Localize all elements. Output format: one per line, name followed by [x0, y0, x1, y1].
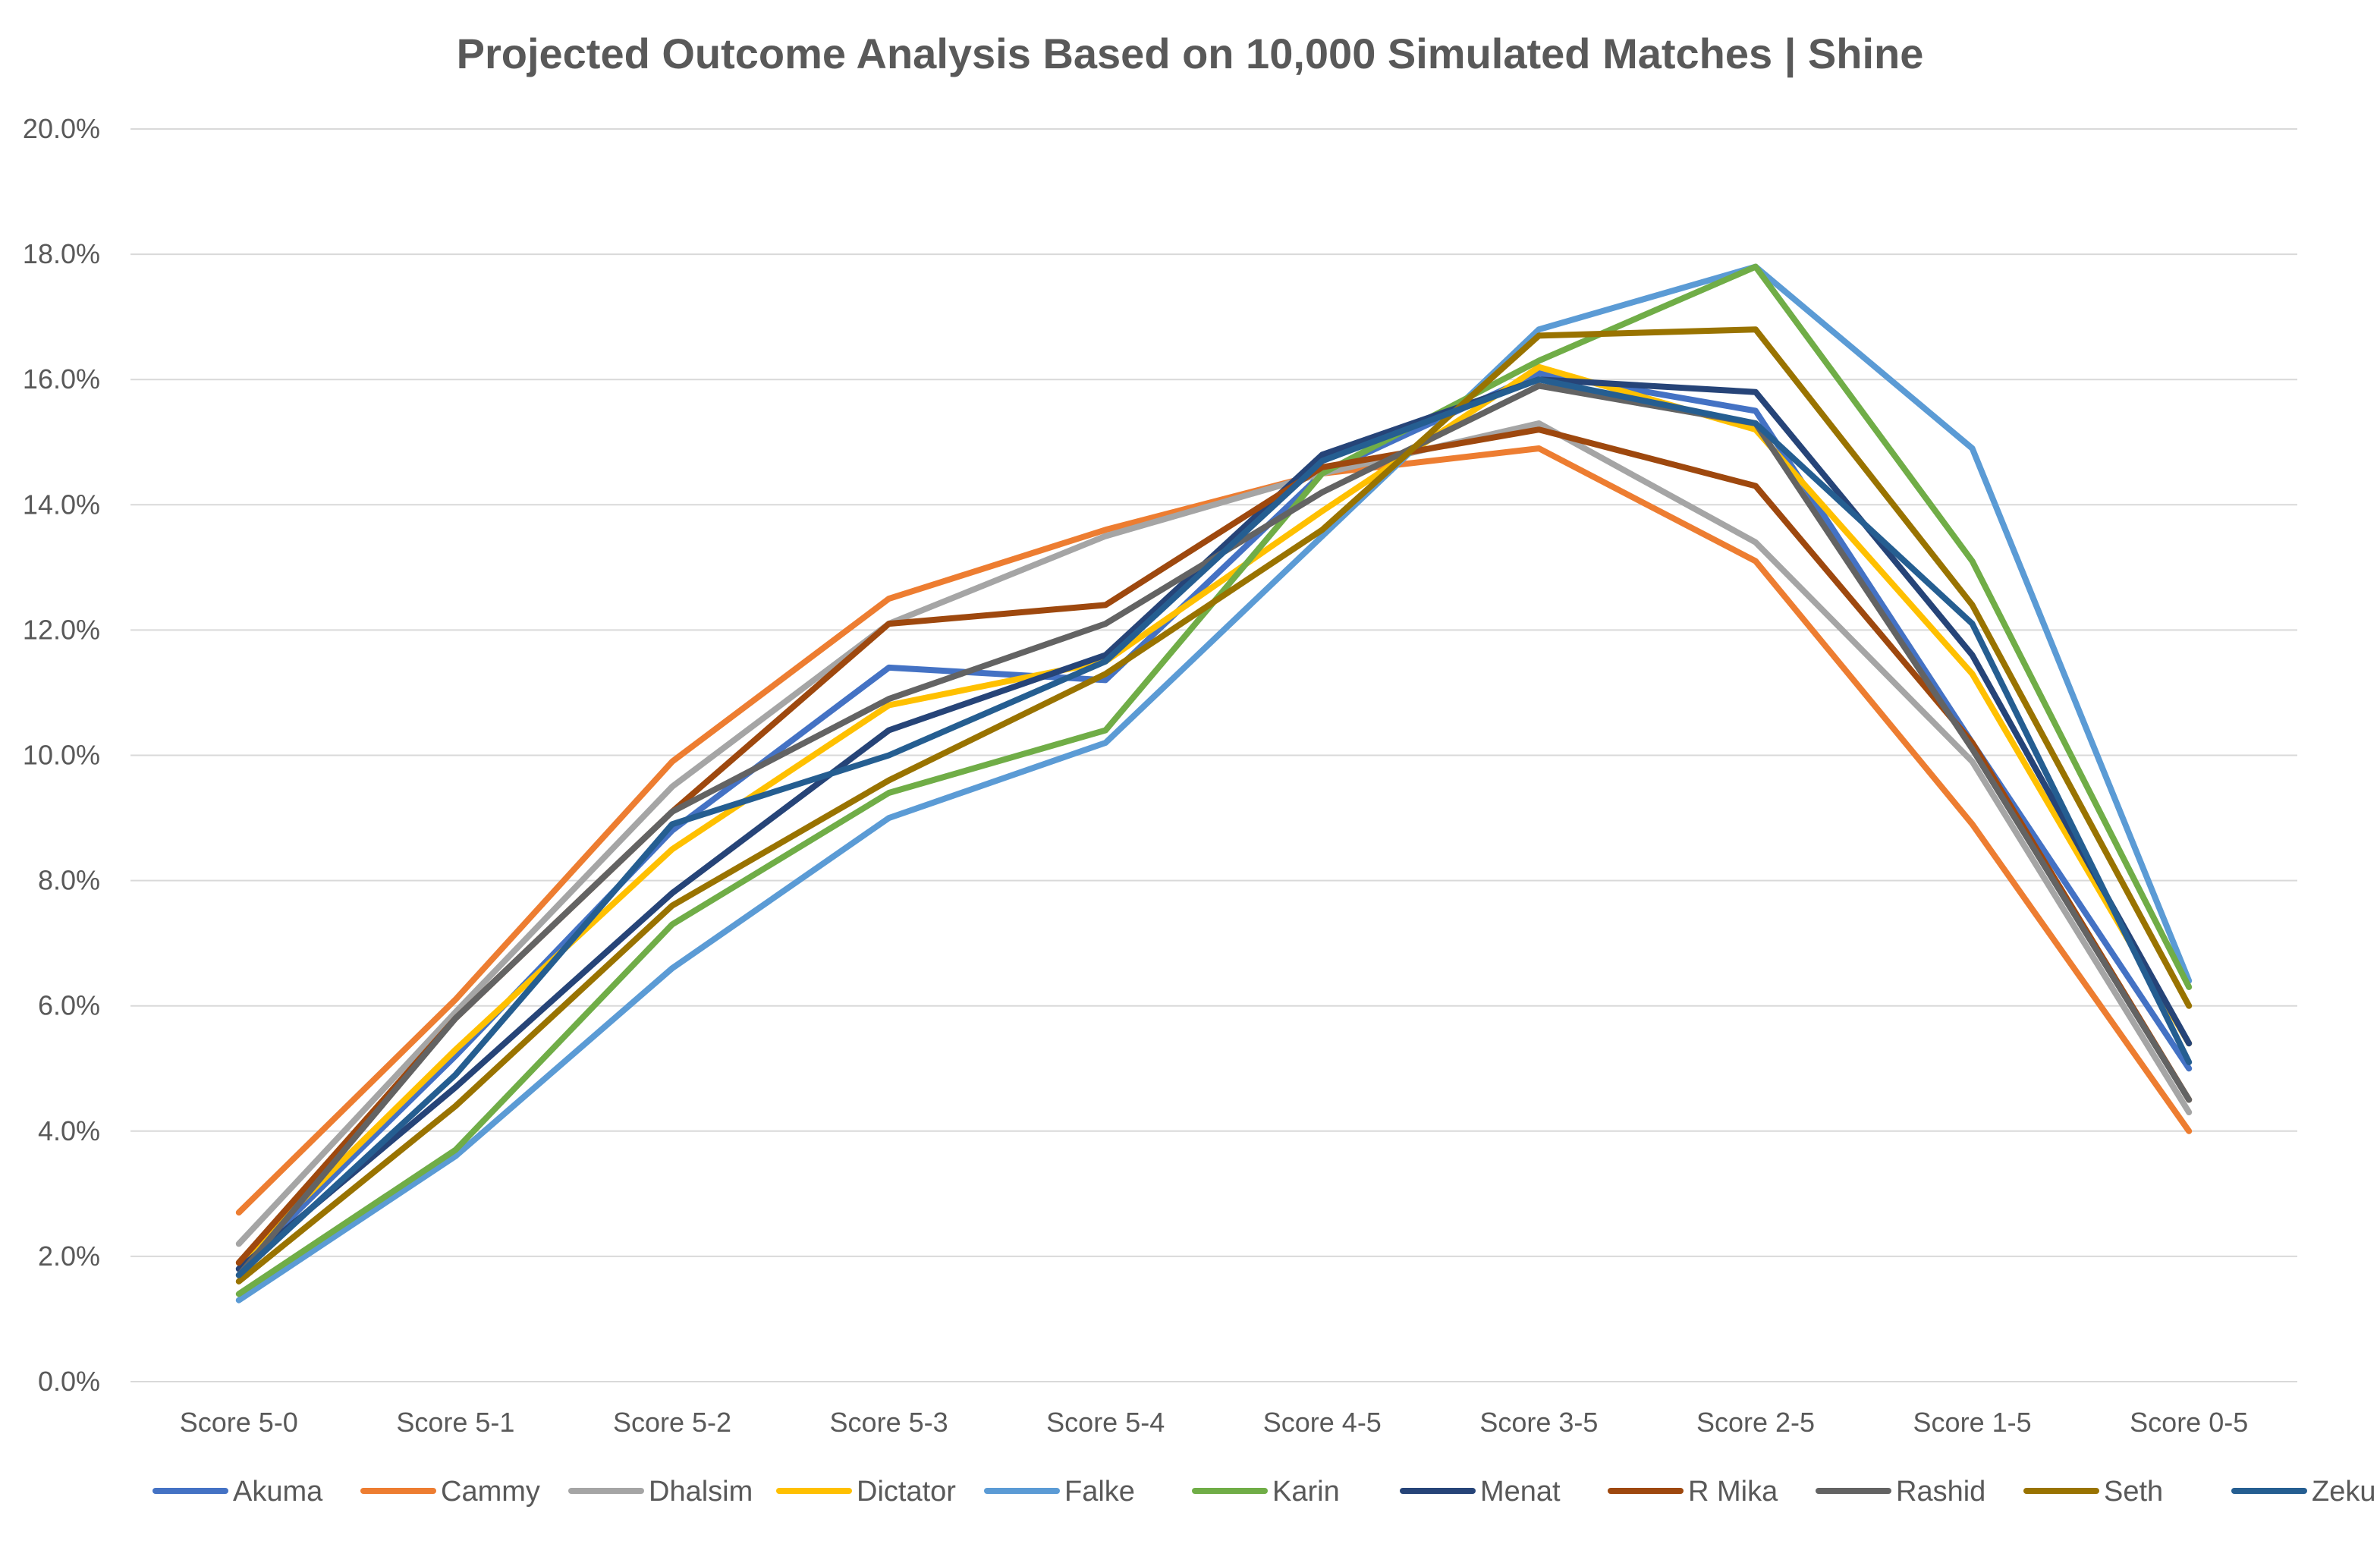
y-tick-label: 10.0% — [23, 740, 100, 771]
x-tick-label: Score 4-5 — [1263, 1407, 1382, 1438]
legend-label: R Mika — [1688, 1476, 1778, 1508]
x-tick-label: Score 5-3 — [830, 1407, 948, 1438]
y-tick-label: 18.0% — [23, 238, 100, 269]
series-line-rashid — [235, 382, 2193, 1278]
legend-label: Rashid — [1896, 1476, 1985, 1508]
x-tick-label: Score 3-5 — [1479, 1407, 1598, 1438]
x-tick-label: Score 5-0 — [180, 1407, 298, 1438]
legend-label: Falke — [1064, 1476, 1135, 1508]
legend-item: Dictator — [776, 1476, 956, 1508]
y-tick-label: 20.0% — [23, 113, 100, 144]
y-tick-label: 0.0% — [38, 1366, 100, 1397]
x-tick-label: Score 5-4 — [1046, 1407, 1165, 1438]
series-line-falke — [235, 263, 2193, 1303]
x-tick-label: Score 1-5 — [1913, 1407, 2032, 1438]
legend-item: Dhalsim — [568, 1476, 753, 1508]
y-tick-label: 6.0% — [38, 990, 100, 1021]
legend-label: Menat — [1480, 1476, 1561, 1508]
y-tick-label: 8.0% — [38, 865, 100, 896]
legend-label: Akuma — [233, 1476, 323, 1508]
series-line-zeku — [235, 376, 2193, 1278]
y-tick-label: 14.0% — [23, 489, 100, 520]
legend-item: Rashid — [1816, 1476, 1985, 1508]
legend-item: Falke — [984, 1476, 1135, 1508]
y-tick-label: 2.0% — [38, 1241, 100, 1272]
legend-label: Seth — [2104, 1476, 2163, 1508]
x-tick-label: Score 5-2 — [613, 1407, 731, 1438]
series-line-akuma — [235, 369, 2193, 1272]
legend-label: Karin — [1272, 1476, 1340, 1508]
legend-item: Cammy — [360, 1476, 540, 1508]
legend-item: R Mika — [1608, 1476, 1778, 1508]
series-line-dhalsim — [235, 420, 2193, 1247]
y-tick-label: 12.0% — [23, 614, 100, 645]
y-tick-label: 16.0% — [23, 363, 100, 395]
x-tick-label: Score 2-5 — [1696, 1407, 1815, 1438]
legend-item: Karin — [1192, 1476, 1340, 1508]
series-line-karin — [235, 263, 2193, 1297]
y-tick-label: 4.0% — [38, 1115, 100, 1146]
series-line-seth — [235, 326, 2193, 1285]
legend-item: Akuma — [152, 1476, 323, 1508]
legend-label: Zeku — [2312, 1476, 2375, 1508]
legend-item: Menat — [1400, 1476, 1561, 1508]
legend-label: Dictator — [857, 1476, 956, 1508]
chart-title: Projected Outcome Analysis Based on 10,0… — [456, 30, 1924, 77]
legend-label: Dhalsim — [649, 1476, 753, 1508]
x-tick-label: Score 0-5 — [2130, 1407, 2248, 1438]
legend-label: Cammy — [441, 1476, 540, 1508]
x-tick-label: Score 5-1 — [396, 1407, 514, 1438]
legend-item: Seth — [2023, 1476, 2163, 1508]
legend-item: Zeku — [2231, 1476, 2375, 1508]
